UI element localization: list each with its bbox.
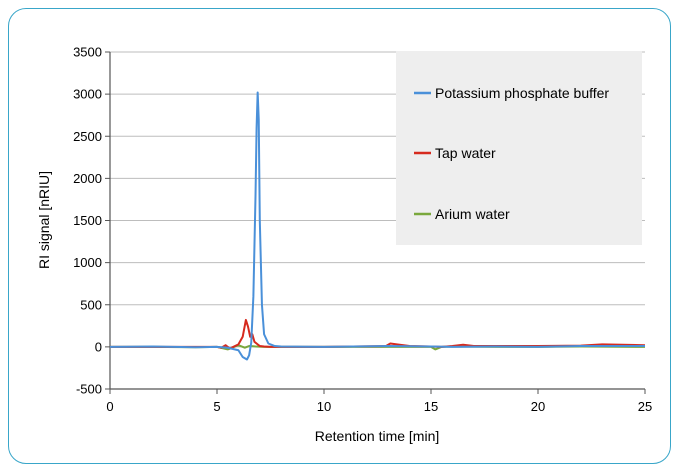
y-tick-label: 3500 <box>73 45 102 60</box>
y-axis-title: RI signal [nRIU] <box>36 171 52 269</box>
x-tick-label: 20 <box>531 399 545 414</box>
x-tick-label: 15 <box>424 399 438 414</box>
x-tick-labels: 0 5 10 15 20 25 <box>106 399 652 414</box>
legend-label-tap: Tap water <box>435 145 496 161</box>
y-tick-labels: -500 0 500 1000 1500 2000 2500 3000 3500 <box>73 45 102 397</box>
y-tick-label: 1500 <box>73 213 102 228</box>
series-line-tap <box>110 318 646 350</box>
legend-label-potassium: Potassium phosphate buffer <box>435 85 609 101</box>
y-tick-label: 2500 <box>73 129 102 144</box>
y-tick-label: 1000 <box>73 255 102 270</box>
legend: Potassium phosphate buffer Tap water Ari… <box>414 85 609 222</box>
x-tick-label: 25 <box>638 399 652 414</box>
y-tick-label: 500 <box>80 297 102 312</box>
y-tick-label: 2000 <box>73 171 102 186</box>
y-tick-label: 3000 <box>73 87 102 102</box>
x-tick-label: 5 <box>213 399 220 414</box>
series-lines <box>109 91 646 361</box>
y-tick-label: 0 <box>95 339 102 354</box>
x-tick-label: 10 <box>317 399 331 414</box>
x-tick-label: 0 <box>106 399 113 414</box>
y-tick-label: -500 <box>76 382 102 397</box>
series-line-potassium <box>109 91 645 361</box>
legend-label-arium: Arium water <box>435 206 510 222</box>
legend-box <box>396 51 642 245</box>
x-axis-title: Retention time [min] <box>315 428 440 444</box>
